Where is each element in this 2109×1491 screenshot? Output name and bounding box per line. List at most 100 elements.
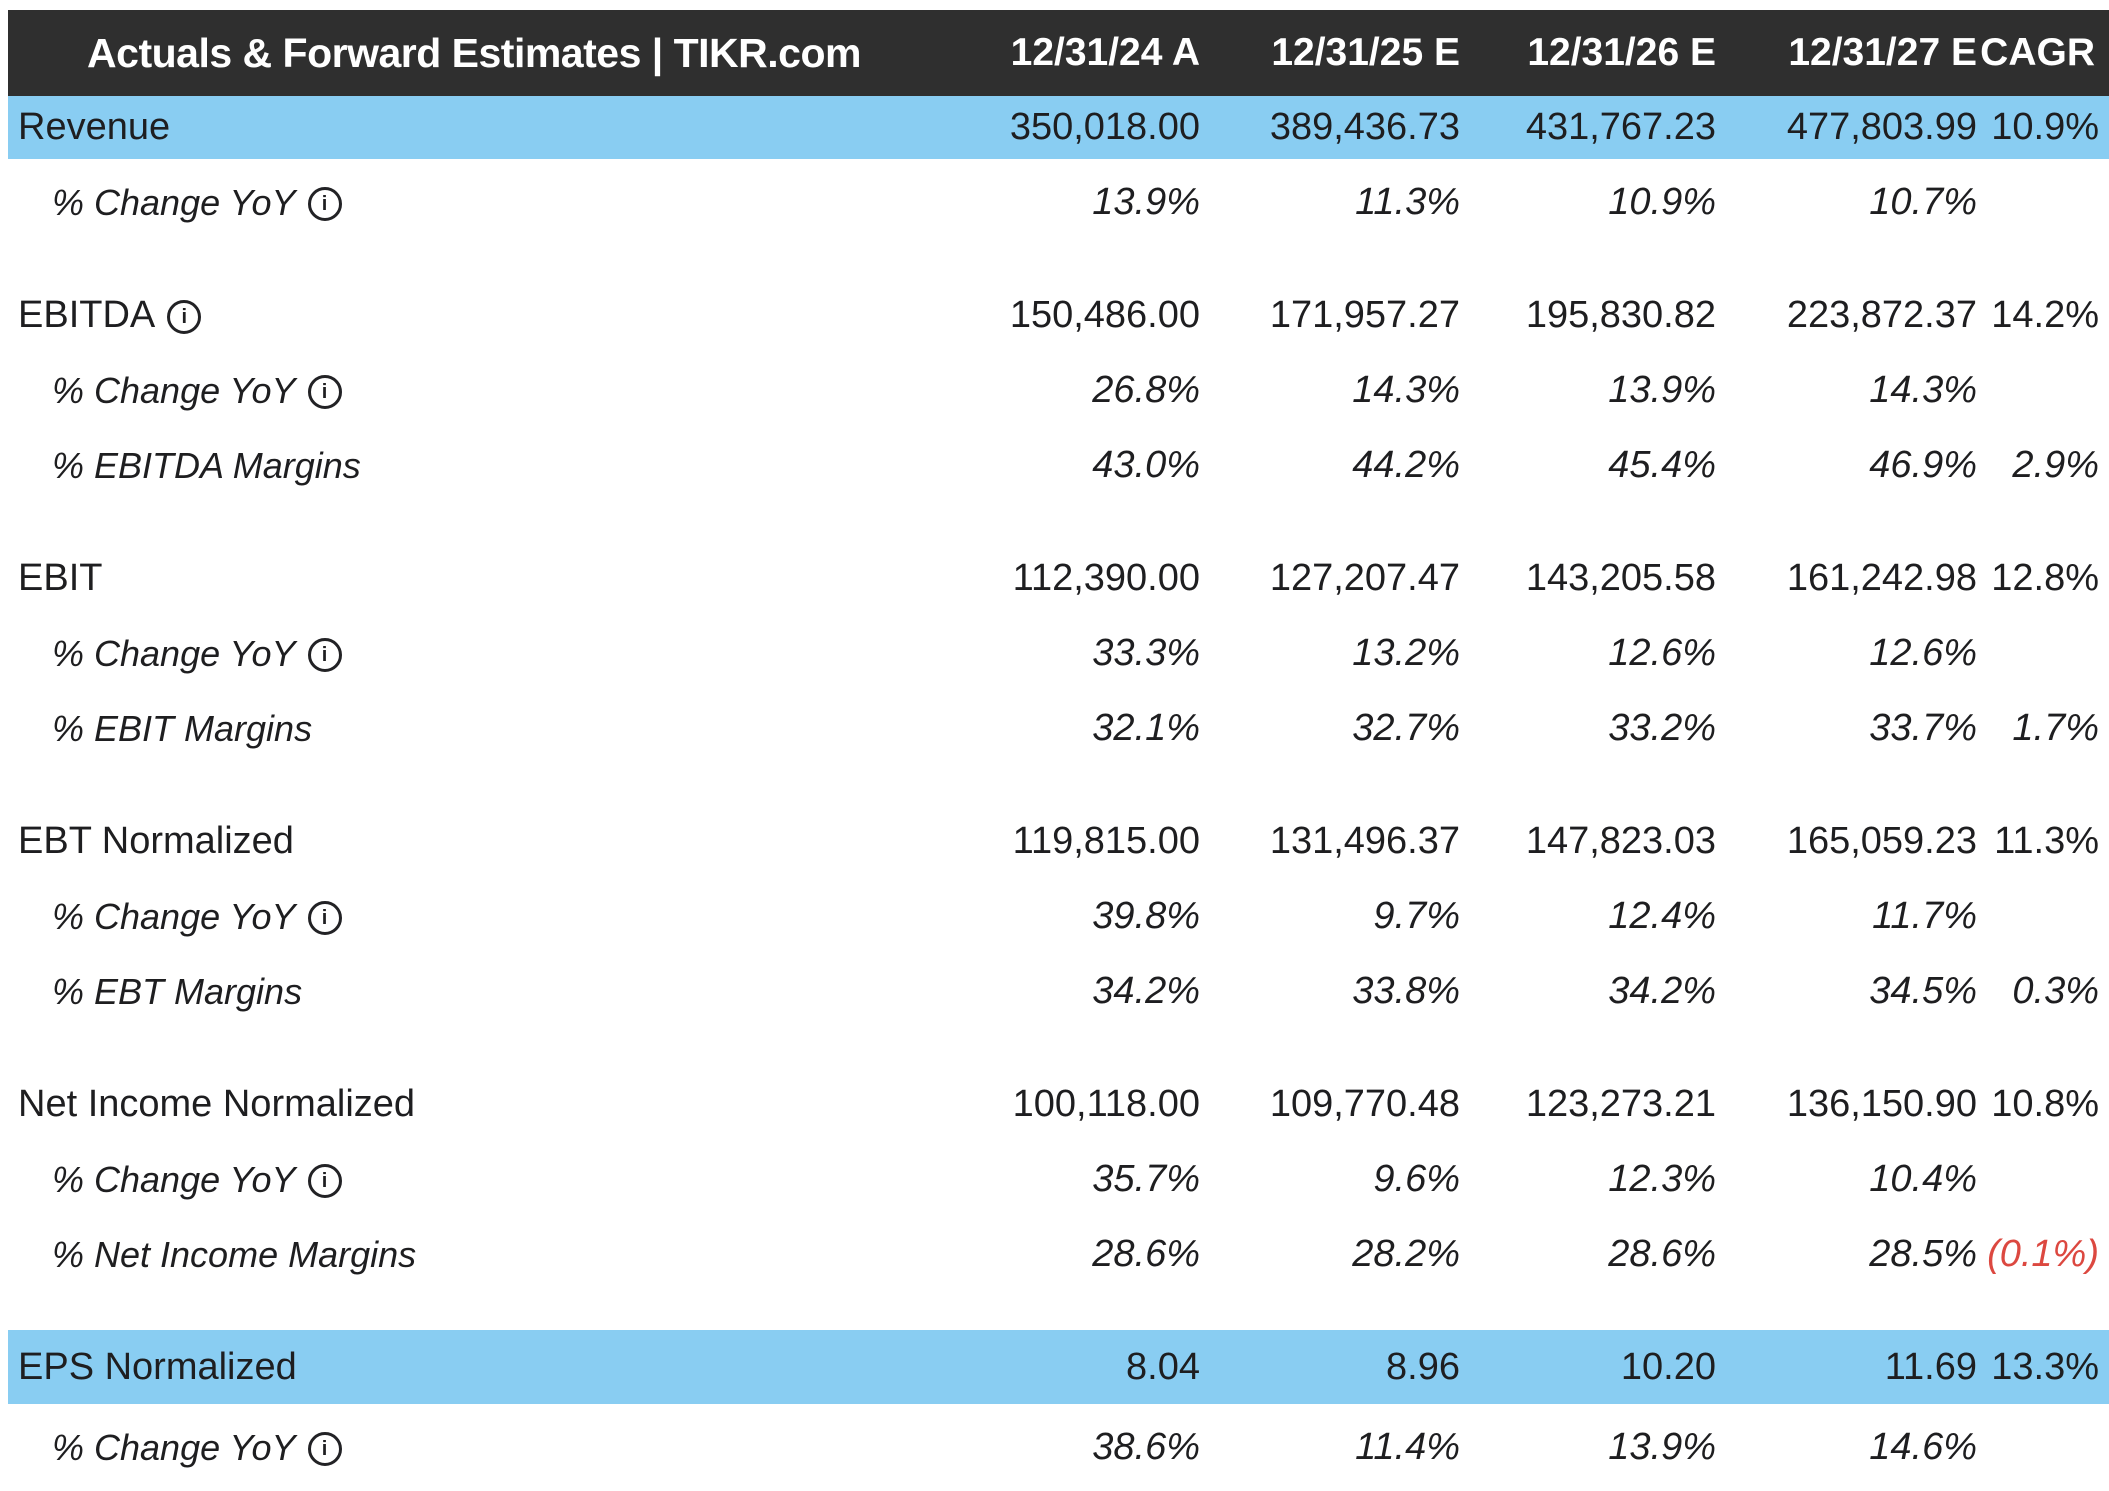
table-header-row: Actuals & Forward Estimates | TIKR.com 1… (8, 10, 2109, 96)
cagr-cell: 10.9% (1991, 106, 2099, 148)
cagr-cell: 1.7% (2012, 707, 2099, 749)
row-label-cell: % Change YoY i (8, 182, 940, 224)
value-cell-period-2: 389,436.73 (1269, 106, 1460, 148)
value-cell-period-2: 44.2% (1352, 444, 1460, 486)
value-cell-period-2: 171,957.27 (1269, 294, 1460, 336)
table-row-sub-metric: % Change YoY i 26.8% 14.3% 13.9% 14.3% (8, 359, 2109, 422)
cagr-cell: 14.2% (1991, 294, 2099, 336)
value-cell-period-1: 35.7% (1092, 1158, 1200, 1200)
value-cell-period-3: 147,823.03 (1525, 820, 1716, 862)
value-cell-period-1: 13.9% (1092, 181, 1200, 223)
value-cell-period-4: 28.5% (1869, 1233, 1977, 1275)
row-label: % Change YoY (52, 369, 296, 411)
cagr-cell: 2.9% (2012, 444, 2099, 486)
row-label-cell: EBITDA i (8, 294, 940, 337)
value-cell-period-4: 12.6% (1869, 632, 1977, 674)
column-header-period-4: 12/31/27 E (1788, 31, 1977, 74)
row-label: EBITDA (18, 294, 156, 336)
table-row-metric: EBT Normalized 119,815.00 131,496.37 147… (8, 810, 2109, 873)
table-row-sub-metric: % Net Income Margins 28.6% 28.2% 28.6% 2… (8, 1223, 2109, 1286)
value-cell-period-3: 12.3% (1608, 1158, 1716, 1200)
info-icon[interactable]: i (307, 1431, 342, 1466)
row-label-cell: % EBIT Margins (8, 708, 940, 750)
value-cell-period-3: 431,767.23 (1525, 106, 1716, 148)
table-row-metric: EBIT 112,390.00 127,207.47 143,205.58 16… (8, 547, 2109, 610)
estimates-table: Actuals & Forward Estimates | TIKR.com 1… (8, 10, 2109, 1491)
row-label: EBIT (18, 557, 103, 599)
value-cell-period-2: 13.2% (1352, 632, 1460, 674)
value-cell-period-2: 11.3% (1355, 181, 1460, 223)
cagr-cell: 0.3% (2012, 970, 2099, 1012)
row-label: % Change YoY (52, 181, 296, 223)
cagr-cell: (0.1%) (1987, 1233, 2099, 1275)
table-row-sub-metric: % Change YoY i 35.7% 9.6% 12.3% 10.4% (8, 1148, 2109, 1211)
info-icon[interactable]: i (307, 900, 342, 935)
value-cell-period-2: 131,496.37 (1269, 820, 1460, 862)
info-icon[interactable]: i (307, 1163, 342, 1198)
value-cell-period-2: 109,770.48 (1269, 1083, 1460, 1125)
row-label: % EBIT Margins (52, 707, 313, 749)
value-cell-period-1: 39.8% (1092, 895, 1200, 937)
value-cell-period-1: 32.1% (1092, 707, 1200, 749)
cagr-cell: 11.3% (1994, 820, 2099, 862)
value-cell-period-1: 33.3% (1092, 632, 1200, 674)
info-icon[interactable]: i (307, 637, 342, 672)
value-cell-period-2: 9.7% (1373, 895, 1460, 937)
value-cell-period-3: 195,830.82 (1525, 294, 1716, 336)
value-cell-period-3: 10.20 (1620, 1345, 1716, 1388)
value-cell-period-3: 10.9% (1608, 181, 1716, 223)
value-cell-period-4: 165,059.23 (1786, 820, 1977, 862)
row-label-cell: % Change YoY i (8, 1427, 940, 1469)
value-cell-period-4: 34.5% (1869, 970, 1977, 1012)
row-label-cell: % Change YoY i (8, 1159, 940, 1201)
row-label: % Change YoY (52, 1426, 296, 1468)
value-cell-period-1: 43.0% (1092, 444, 1200, 486)
value-cell-period-2: 9.6% (1373, 1158, 1460, 1200)
info-icon[interactable]: i (307, 374, 342, 409)
value-cell-period-3: 12.6% (1608, 632, 1716, 674)
cagr-cell: 13.3% (1991, 1345, 2099, 1388)
row-label-cell: Revenue (8, 106, 940, 149)
row-label: % Change YoY (52, 1158, 296, 1200)
table-row-metric: EBITDA i 150,486.00 171,957.27 195,830.8… (8, 284, 2109, 347)
info-icon[interactable]: i (307, 186, 342, 221)
value-cell-period-4: 136,150.90 (1786, 1083, 1977, 1125)
row-label-cell: Net Income Normalized (8, 1083, 940, 1126)
cagr-cell: 10.8% (1991, 1083, 2099, 1125)
value-cell-period-4: 11.69 (1884, 1345, 1977, 1388)
value-cell-period-1: 150,486.00 (1009, 294, 1200, 336)
row-label-cell: % Change YoY i (8, 370, 940, 412)
value-cell-period-3: 13.9% (1608, 1426, 1716, 1468)
value-cell-period-4: 161,242.98 (1786, 557, 1977, 599)
value-cell-period-2: 14.3% (1352, 369, 1460, 411)
row-label: % EBT Margins (52, 970, 303, 1012)
info-icon[interactable]: i (167, 299, 202, 334)
table-row-sub-metric: % Change YoY i 38.6% 11.4% 13.9% 14.6% (8, 1416, 2109, 1479)
table-row-sub-metric: % EBT Margins 34.2% 33.8% 34.2% 34.5% 0.… (8, 960, 2109, 1023)
value-cell-period-1: 350,018.00 (1009, 106, 1200, 148)
row-label: EBT Normalized (18, 820, 294, 862)
row-label: Net Income Normalized (18, 1083, 416, 1125)
value-cell-period-4: 477,803.99 (1786, 106, 1977, 148)
table-row-sub-metric: % EBITDA Margins 43.0% 44.2% 45.4% 46.9%… (8, 434, 2109, 497)
value-cell-period-4: 10.7% (1869, 181, 1977, 223)
value-cell-period-2: 8.96 (1386, 1345, 1460, 1388)
value-cell-period-2: 11.4% (1355, 1426, 1460, 1468)
row-label-cell: EPS Normalized (8, 1346, 940, 1389)
cagr-cell: 12.8% (1991, 557, 2099, 599)
row-label-cell: % EBITDA Margins (8, 445, 940, 487)
value-cell-period-3: 12.4% (1608, 895, 1716, 937)
value-cell-period-4: 33.7% (1869, 707, 1977, 749)
value-cell-period-3: 123,273.21 (1525, 1083, 1716, 1125)
row-label: % Net Income Margins (52, 1233, 417, 1275)
row-label: Revenue (18, 106, 171, 148)
row-label-cell: % Change YoY i (8, 896, 940, 938)
value-cell-period-3: 28.6% (1608, 1233, 1716, 1275)
row-label-cell: EBT Normalized (8, 820, 940, 863)
column-header-period-1: 12/31/24 A (1010, 31, 1200, 74)
row-label-cell: EBIT (8, 557, 940, 600)
value-cell-period-1: 112,390.00 (1012, 557, 1200, 599)
column-header-period-3: 12/31/26 E (1527, 31, 1716, 74)
row-label-cell: % Change YoY i (8, 633, 940, 675)
value-cell-period-1: 119,815.00 (1012, 820, 1200, 862)
